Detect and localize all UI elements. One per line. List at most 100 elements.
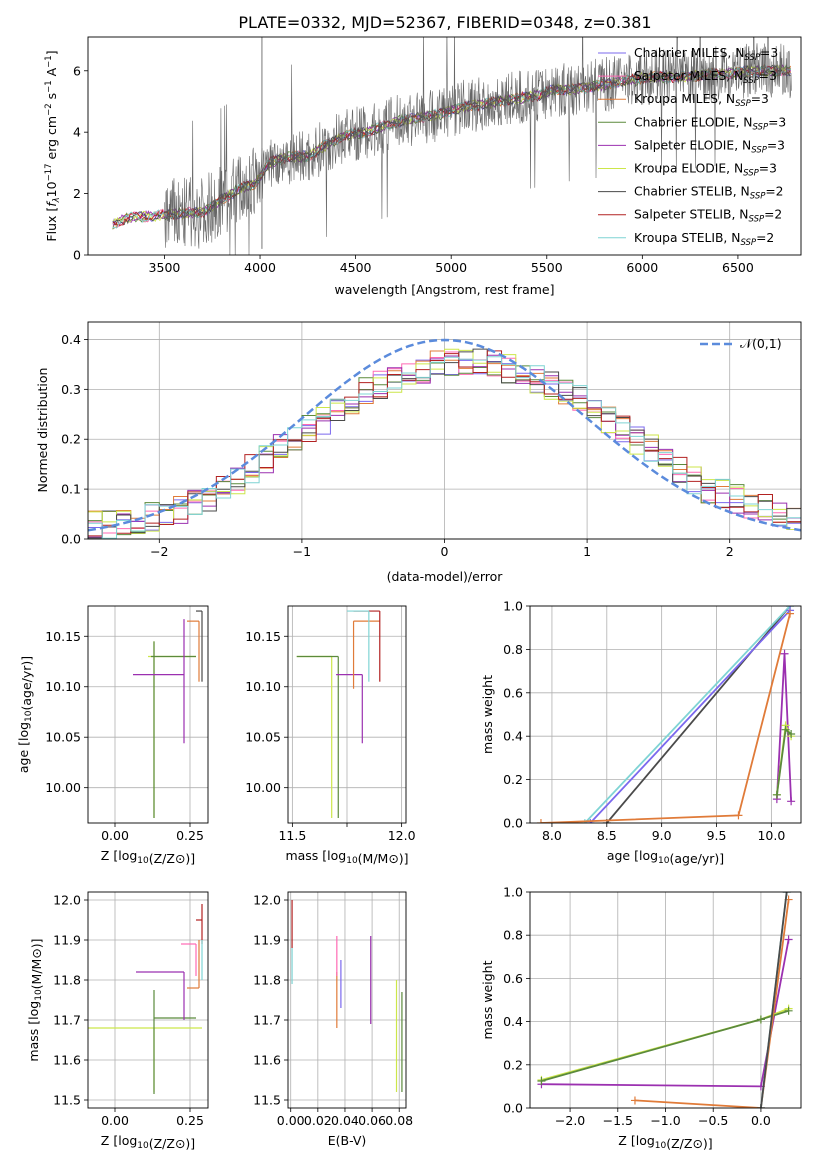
x-tick-label: −2 bbox=[150, 544, 168, 559]
x-tick-label: −1.0 bbox=[650, 1113, 680, 1128]
y-tick-label: 11.5 bbox=[253, 1093, 281, 1108]
y-tick-label: 11.9 bbox=[253, 933, 281, 948]
x-tick-label: 5000 bbox=[435, 260, 467, 275]
x-axis-label: Z [log10(Z/Z⊙)] bbox=[618, 1133, 712, 1151]
observed-spectrum bbox=[164, 37, 792, 255]
x-tick-label: 0.25 bbox=[176, 828, 204, 843]
y-tick-label: 0.8 bbox=[503, 928, 523, 943]
x-axis-label: Z [log10(Z/Z⊙)] bbox=[101, 1133, 195, 1151]
legend-label: Salpeter STELIB, NSSP=2 bbox=[634, 208, 782, 225]
mass-vs-metallicity-plot: 0.00 0.25 11.5 11.6 11.7 11.8 11.9 12.0 Z [log10… bbox=[26, 891, 209, 1151]
x-axis-label: E(B-V) bbox=[328, 1133, 367, 1148]
y-tick-label: 10.05 bbox=[45, 730, 81, 745]
mass-vs-extinction-plot: 0.00 0.02 0.04 0.06 0.08 11.5 11.6 11.7 11.8 11.9… bbox=[253, 891, 413, 1148]
y-tick-label: 0.0 bbox=[503, 1101, 523, 1116]
y-tick-label: 0 bbox=[73, 248, 81, 263]
x-tick-label: 10.0 bbox=[757, 828, 785, 843]
x-tick-label: 2 bbox=[726, 544, 734, 559]
y-tick-label: 11.6 bbox=[253, 1053, 281, 1068]
y-tick-label: 0.2 bbox=[503, 1057, 523, 1072]
x-tick-label: 6500 bbox=[722, 260, 754, 275]
legend-label: Salpeter ELODIE, NSSP=3 bbox=[634, 138, 785, 155]
residuals-histogram: −2 −1 0 1 2 0.0 0.1 0.2 0.3 0.4 𝒩(0,1) (data-model)… bbox=[35, 321, 802, 584]
figure-title: PLATE=0332, MJD=52367, FIBERID=0348, z=0… bbox=[238, 13, 651, 32]
x-tick-label: 0.02 bbox=[304, 1113, 332, 1128]
x-tick-label: 5500 bbox=[531, 260, 563, 275]
weight-vs-metallicity-plot: −2.0 −1.5 −1.0 −0.5 0.0 0.0 0.2 0.4 0.6 0.8 1.0 Z [… bbox=[480, 885, 802, 1151]
legend-label: Kroupa STELIB, NSSP=2 bbox=[634, 231, 774, 248]
x-tick-label: 9.0 bbox=[652, 828, 672, 843]
y-tick-label: 1.0 bbox=[503, 599, 523, 614]
y-tick-label: 11.9 bbox=[53, 933, 81, 948]
x-axis-label: (data-model)/error bbox=[387, 569, 504, 584]
y-tick-label: 11.7 bbox=[253, 1013, 281, 1028]
y-tick-label: 0.3 bbox=[61, 382, 81, 397]
plot-area bbox=[296, 610, 381, 818]
y-tick-label: 0.2 bbox=[61, 432, 81, 447]
weight-marker bbox=[630, 1096, 639, 1105]
y-tick-label: 6 bbox=[73, 63, 81, 78]
weight-vs-age-plot: 8.0 8.5 9.0 9.5 10.0 0.0 0.2 0.4 0.6 0.8 1.0 age [l… bbox=[480, 599, 802, 866]
x-tick-label: −0.5 bbox=[698, 1113, 728, 1128]
y-tick-label: 11.8 bbox=[53, 973, 81, 988]
x-tick-label: 12.0 bbox=[388, 828, 416, 843]
y-tick-label: 10.10 bbox=[245, 679, 281, 694]
y-tick-label: 0.0 bbox=[503, 816, 523, 831]
x-tick-label: 11.5 bbox=[278, 828, 306, 843]
y-tick-label: 0.6 bbox=[503, 971, 523, 986]
plot-area bbox=[133, 610, 203, 818]
y-tick-label: 0.1 bbox=[61, 482, 81, 497]
y-tick-label: 10.00 bbox=[245, 780, 281, 795]
legend-label: Kroupa MILES, NSSP=3 bbox=[634, 92, 769, 109]
x-tick-label: 0.06 bbox=[358, 1113, 386, 1128]
x-tick-label: 4000 bbox=[244, 260, 276, 275]
y-tick-label: 12.0 bbox=[253, 893, 281, 908]
x-axis-label: Z [log10(Z/Z⊙)] bbox=[101, 848, 195, 866]
weight-marker bbox=[580, 819, 589, 823]
y-tick-label: 11.7 bbox=[53, 1013, 81, 1028]
y-tick-label: 11.6 bbox=[53, 1053, 81, 1068]
y-tick-label: 10.00 bbox=[45, 780, 81, 795]
y-tick-label: 4 bbox=[73, 125, 81, 140]
x-tick-label: 0 bbox=[441, 544, 449, 559]
x-tick-label: −1.5 bbox=[603, 1113, 633, 1128]
normal-curve bbox=[88, 338, 801, 532]
y-tick-label: 12.0 bbox=[53, 893, 81, 908]
y-tick-label: 0.8 bbox=[503, 642, 523, 657]
weight-marker bbox=[756, 1015, 765, 1024]
weight-marker bbox=[780, 649, 789, 658]
legend-label: Chabrier MILES, NSSP=3 bbox=[634, 46, 778, 63]
plot-area bbox=[112, 37, 792, 255]
weight-marker bbox=[536, 819, 545, 823]
y-tick-label: 1.0 bbox=[503, 885, 523, 900]
weight-marker bbox=[787, 797, 796, 806]
legend-label: 𝒩(0,1) bbox=[740, 336, 782, 351]
x-tick-label: 8.0 bbox=[542, 828, 562, 843]
x-axis-label: wavelength [Angstrom, rest frame] bbox=[334, 282, 554, 297]
x-tick-label: −2.0 bbox=[555, 1113, 585, 1128]
legend-label: Chabrier STELIB, NSSP=2 bbox=[634, 185, 784, 202]
weight-line bbox=[589, 609, 791, 823]
y-tick-label: 0.4 bbox=[61, 332, 81, 347]
plot-area bbox=[536, 606, 796, 823]
weight-marker bbox=[781, 725, 790, 734]
age-vs-metallicity-plot: 0.00 0.25 10.00 10.05 10.10 10.15 Z [log10(Z/Z… bbox=[16, 605, 209, 866]
y-axis-label: Normed distribution bbox=[35, 368, 50, 493]
weight-line bbox=[541, 939, 790, 1088]
legend-label: Kroupa ELODIE, NSSP=3 bbox=[634, 162, 777, 179]
y-tick-label: 0.4 bbox=[503, 1014, 523, 1029]
legend-label: Chabrier ELODIE, NSSP=3 bbox=[634, 115, 786, 132]
weight-marker bbox=[784, 1006, 793, 1015]
y-axis-label: mass weight bbox=[480, 675, 495, 754]
weight-marker bbox=[756, 1104, 765, 1108]
y-axis-label: Flux [fλ10−17 erg cm−2 s−1 A−1] bbox=[44, 50, 62, 241]
histogram-step bbox=[88, 356, 801, 539]
x-axis-label: age [log10(age/yr)] bbox=[607, 848, 724, 866]
x-tick-label: 6000 bbox=[626, 260, 658, 275]
y-axis-label: age [log10(age/yr)] bbox=[16, 656, 34, 773]
y-tick-label: 10.15 bbox=[245, 629, 281, 644]
weight-line bbox=[541, 1007, 789, 1081]
x-tick-label: 0.00 bbox=[277, 1113, 305, 1128]
weight-line bbox=[760, 892, 788, 1108]
